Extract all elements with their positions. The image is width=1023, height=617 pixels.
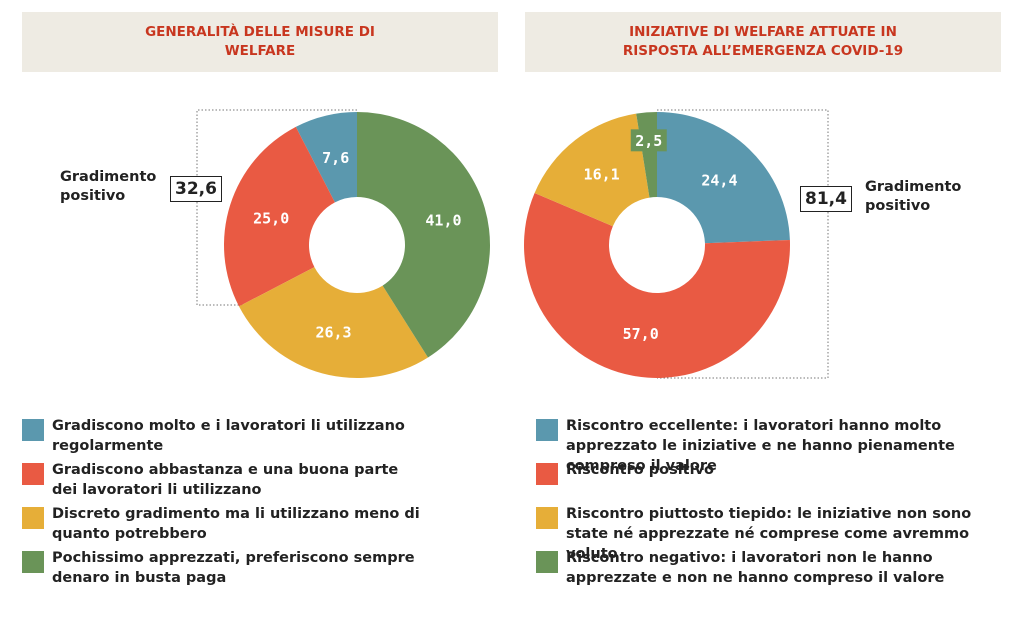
donut-segment [357, 112, 490, 358]
chart-title: INIZIATIVE DI WELFARE ATTUATE IN RISPOST… [525, 12, 1001, 72]
legend-swatch [536, 419, 558, 441]
legend-swatch [22, 551, 44, 573]
legend-swatch [536, 463, 558, 485]
value-label-bg [630, 129, 667, 152]
value-label: 26,3 [315, 323, 351, 341]
annotation-text: Gradimento positivo [865, 179, 962, 214]
annotation-value: 32,6 [170, 176, 222, 202]
chart-title-text: INIZIATIVE DI WELFARE ATTUATE IN RISPOST… [622, 24, 904, 59]
chart-title-text: GENERALITÀ DELLE MISURE DI WELFARE [145, 24, 375, 59]
legend-label: Gradiscono molto e i lavoratori li utili… [52, 418, 405, 454]
donut-segment [239, 267, 428, 378]
value-label: 2,5 [635, 132, 662, 150]
donut-segment [224, 126, 335, 307]
annotation-text: Gradimento positivo [60, 169, 157, 204]
legend-label: Gradiscono abbastanza e una buona parte … [52, 462, 399, 498]
legend-label: Discreto gradimento ma li utilizzano men… [52, 506, 420, 542]
value-label: 41,0 [425, 212, 461, 230]
legend-label: Riscontro eccellente: i lavoratori hanno… [566, 418, 955, 474]
value-label: 24,4 [701, 172, 737, 190]
donut-segment [657, 112, 790, 244]
legend-swatch [22, 419, 44, 441]
legend-swatch [22, 507, 44, 529]
legend-label: Riscontro negativo: i lavoratori non le … [566, 550, 945, 586]
annotation-bracket [657, 109, 829, 379]
legend-label: Riscontro positivo [566, 462, 714, 478]
annotation-value: 81,4 [800, 186, 852, 212]
legend-label: Riscontro piuttosto tiepido: le iniziati… [566, 506, 972, 562]
donut-segment [295, 112, 357, 203]
legend-label: Pochissimo apprezzati, preferiscono semp… [52, 550, 415, 586]
legend-swatch [536, 507, 558, 529]
chart-title: GENERALITÀ DELLE MISURE DI WELFARE [22, 12, 498, 72]
value-label: 16,1 [584, 166, 620, 184]
legend-swatch [22, 463, 44, 485]
value-label: 25,0 [253, 209, 289, 227]
value-label: 57,0 [623, 325, 659, 343]
value-label: 7,6 [322, 149, 349, 167]
donut-segment [534, 113, 650, 227]
legend-swatch [536, 551, 558, 573]
donut-segment [524, 192, 791, 378]
